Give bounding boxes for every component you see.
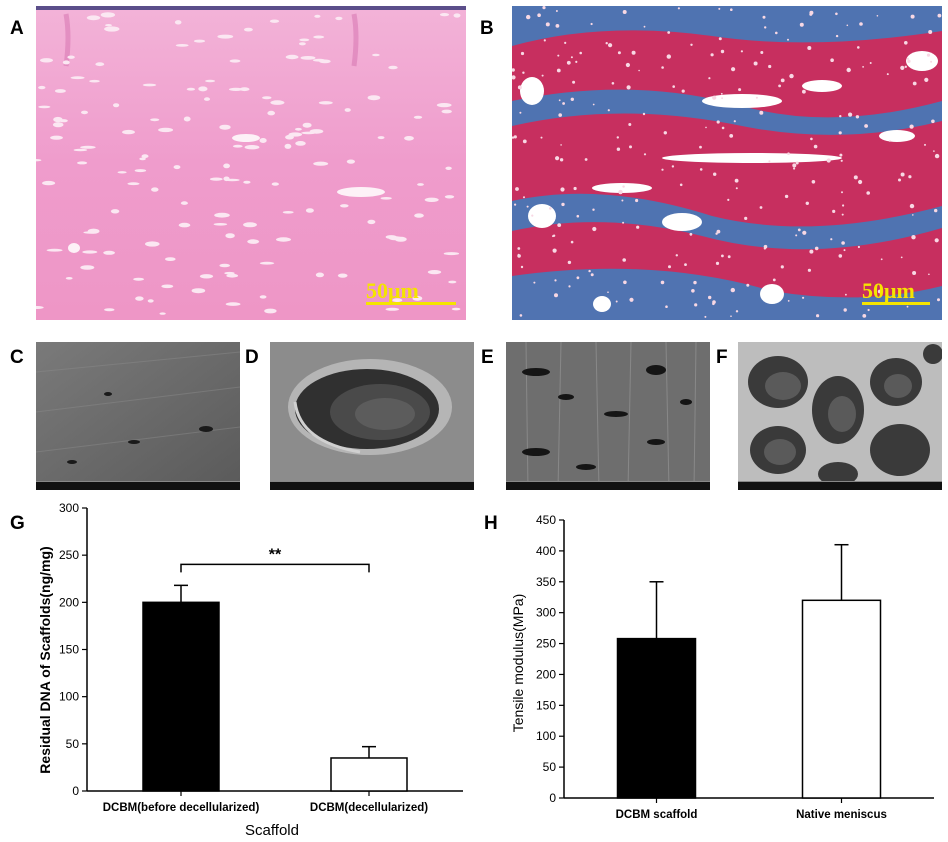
panel-label-f: F: [716, 347, 728, 368]
panel-label-a: A: [10, 18, 24, 39]
he-stain-micrograph: 50μm: [36, 6, 466, 320]
y-axis-label: Tensile modulus(MPa): [510, 594, 526, 733]
masson-stain-micrograph: 50μm: [512, 6, 942, 320]
sem-info-bar: [738, 481, 942, 490]
scalebar-label: 50μm: [366, 278, 419, 303]
y-tick-label: 150: [536, 698, 556, 712]
bar: [142, 601, 220, 792]
panel-label-e: E: [481, 347, 494, 368]
panel-label-h: H: [484, 513, 498, 534]
sem-info-bar: [506, 481, 710, 490]
y-tick-label: 350: [536, 575, 556, 589]
bar: [330, 757, 408, 792]
panel-label-d: D: [245, 347, 259, 368]
sem-info-bar: [270, 481, 474, 490]
sem-info-bar: [36, 481, 240, 490]
y-tick-label: 100: [59, 690, 79, 704]
sem-micrograph-c: [36, 342, 240, 490]
significance-bracket: [180, 563, 370, 573]
sem-micrograph-d: [270, 342, 474, 490]
y-tick-label: 50: [66, 737, 80, 751]
residual-dna-bar-chart: Residual DNA of Scaffolds(ng/mg) Scaffol…: [37, 501, 463, 839]
y-axis-label: Residual DNA of Scaffolds(ng/mg): [37, 546, 53, 773]
y-tick-label: 400: [536, 544, 556, 558]
y-tick-label: 300: [59, 501, 79, 515]
scalebar-label: 50μm: [862, 278, 915, 303]
y-tick-label: 150: [59, 643, 79, 657]
scalebar: [366, 302, 456, 305]
y-tick-label: 250: [59, 548, 79, 562]
y-tick-label: 200: [59, 595, 79, 609]
panel-label-g: G: [10, 513, 25, 534]
x-tick-label: DCBM(before decellularized): [103, 802, 260, 814]
y-tick-label: 100: [536, 729, 556, 743]
bar: [616, 637, 697, 799]
y-tick-label: 0: [72, 784, 79, 798]
bar: [801, 599, 882, 799]
sem-micrograph-f: [738, 342, 942, 490]
panel-label-c: C: [10, 347, 24, 368]
y-tick-label: 450: [536, 513, 556, 527]
y-tick-label: 50: [543, 760, 557, 774]
y-tick-label: 250: [536, 637, 556, 651]
y-tick-label: 300: [536, 606, 556, 620]
y-tick-label: 200: [536, 667, 556, 681]
significance-marker: **: [269, 546, 282, 563]
x-axis-label: Scaffold: [245, 822, 299, 839]
x-tick-label: DCBM(decellularized): [310, 802, 428, 814]
sem-micrograph-e: [506, 342, 710, 490]
x-tick-label: DCBM scaffold: [616, 809, 698, 821]
tensile-modulus-bar-chart: Tensile modulus(MPa) 0 50 100 150 200 250 300 3…: [510, 513, 934, 821]
y-tick-label: 0: [549, 791, 556, 805]
scalebar: [862, 302, 930, 305]
x-tick-label: Native meniscus: [796, 809, 887, 821]
panel-label-b: B: [480, 18, 494, 39]
